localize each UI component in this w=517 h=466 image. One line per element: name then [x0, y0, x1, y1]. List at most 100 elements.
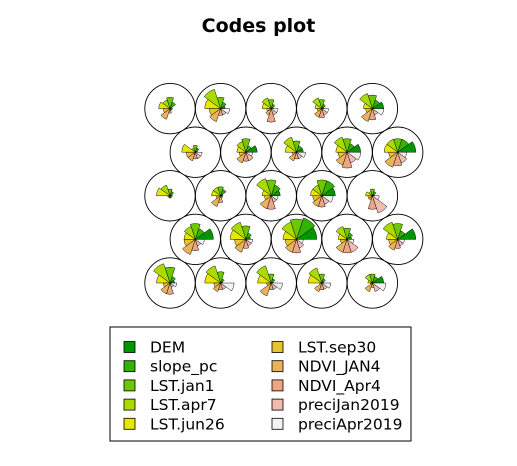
segment-LST.jan1 [192, 145, 198, 153]
segment-NDVI_Apr4 [191, 238, 200, 251]
segment-NDVI_JAN4 [236, 151, 247, 164]
segment-LST.jun26 [363, 102, 374, 109]
legend-swatch [123, 341, 136, 353]
segment-preciApr2019 [371, 108, 384, 116]
unit-5 [346, 257, 399, 309]
segment-NDVI_JAN4 [259, 282, 272, 297]
segment-NDVI_JAN4 [234, 238, 247, 253]
legend-item-NDVI_Apr4: NDVI_Apr4 [271, 377, 381, 396]
segment-DEM [245, 145, 258, 153]
legend-label: preciJan2019 [298, 396, 400, 414]
legend-item-preciJan2019: preciJan2019 [271, 396, 400, 414]
segment-NDVI_Apr4 [393, 151, 403, 166]
legend-swatch [271, 417, 284, 430]
segment-preciApr2019 [169, 282, 178, 288]
segment-preciApr2019 [219, 282, 235, 292]
segment-slope_pc [296, 217, 316, 240]
segment-LST.jan1 [241, 138, 251, 153]
segment-preciApr2019 [397, 239, 405, 244]
unit-8 [270, 213, 323, 266]
segment-NDVI_Apr4 [242, 238, 249, 249]
segment-NDVI_JAN4 [187, 151, 196, 162]
legend-swatch [123, 398, 136, 411]
som-units [144, 82, 424, 309]
segment-NDVI_JAN4 [314, 282, 323, 292]
segment-LST.apr7 [359, 93, 373, 110]
segment-preciApr2019 [270, 108, 279, 113]
segment-LST.jun26 [310, 188, 323, 197]
legend-swatch [123, 379, 136, 392]
segment-NDVI_Apr4 [218, 195, 223, 203]
unit-4 [296, 257, 348, 309]
segment-preciApr2019 [194, 151, 203, 157]
segment-LST.jun26 [308, 274, 323, 284]
legend-label: preciApr2019 [298, 415, 403, 433]
segment-preciApr2019 [295, 151, 306, 158]
segment-LST.apr7 [364, 274, 373, 284]
legend-item-LST.jun26: LST.jun26 [123, 415, 225, 433]
segment-LST.jun26 [261, 102, 272, 109]
segment-preciJan2019 [296, 238, 305, 249]
legend-swatch [271, 360, 284, 373]
unit-1 [144, 257, 196, 309]
segment-LST.apr7 [333, 136, 348, 153]
segment-LST.jun26 [282, 231, 298, 240]
segment-preciJan2019 [245, 151, 254, 162]
segment-LST.jan1 [190, 223, 201, 241]
segment-LST.apr7 [184, 226, 196, 240]
unit-13 [245, 170, 297, 222]
segment-preciApr2019 [346, 151, 361, 161]
unit-17 [220, 126, 272, 178]
segment-LST.apr7 [382, 221, 399, 240]
segment-LST.apr7 [312, 97, 323, 110]
segment-LST.jun26 [211, 190, 222, 197]
unit-14 [296, 170, 348, 222]
unit-18 [270, 126, 323, 178]
legend-label: LST.apr7 [150, 396, 217, 414]
segment-preciApr2019 [295, 239, 304, 244]
unit-23 [245, 82, 297, 135]
segment-LST.jun26 [335, 145, 348, 153]
segment-NDVI_JAN4 [160, 108, 171, 120]
segment-NDVI_JAN4 [388, 238, 399, 251]
segment-NDVI_Apr4 [266, 107, 276, 123]
unit-9 [321, 213, 373, 266]
unit-7 [220, 213, 272, 266]
segment-NDVI_Apr4 [394, 238, 401, 249]
segment-LST.jun26 [314, 104, 323, 109]
segment-preciApr2019 [270, 282, 283, 290]
legend-label: LST.sep30 [298, 339, 376, 357]
unit-16 [169, 126, 221, 178]
unit-22 [194, 82, 247, 135]
unit-20 [372, 126, 424, 178]
segment-preciApr2019 [194, 239, 205, 246]
legend-label: LST.jun26 [150, 415, 225, 433]
segment-LST.jun26 [181, 143, 196, 153]
plot-title: Codes plot [202, 15, 316, 37]
unit-24 [296, 82, 348, 135]
segment-LST.jun26 [158, 101, 171, 109]
segment-LST.jun26 [284, 145, 298, 153]
unit-21 [144, 82, 196, 135]
segment-preciApr2019 [371, 195, 380, 201]
segment-LST.apr7 [153, 263, 171, 284]
unit-12 [194, 170, 247, 222]
unit-11 [144, 170, 196, 222]
legend-item-LST.apr7: LST.apr7 [123, 396, 217, 414]
segment-NDVI_Apr4 [318, 195, 326, 208]
segment-NDVI_JAN4 [288, 151, 297, 162]
segment-LST.jan1 [289, 218, 304, 241]
segment-NDVI_Apr4 [292, 238, 301, 254]
segment-preciApr2019 [397, 151, 407, 158]
unit-6 [169, 213, 221, 266]
unit-3 [245, 257, 297, 309]
segment-preciApr2019 [346, 239, 355, 244]
legend-box [109, 326, 412, 442]
segment-NDVI_Apr4 [166, 282, 174, 295]
segment-LST.apr7 [256, 178, 272, 197]
segment-NDVI_Apr4 [168, 107, 172, 114]
segment-LST.apr7 [281, 221, 297, 240]
segment-preciApr2019 [371, 282, 387, 292]
